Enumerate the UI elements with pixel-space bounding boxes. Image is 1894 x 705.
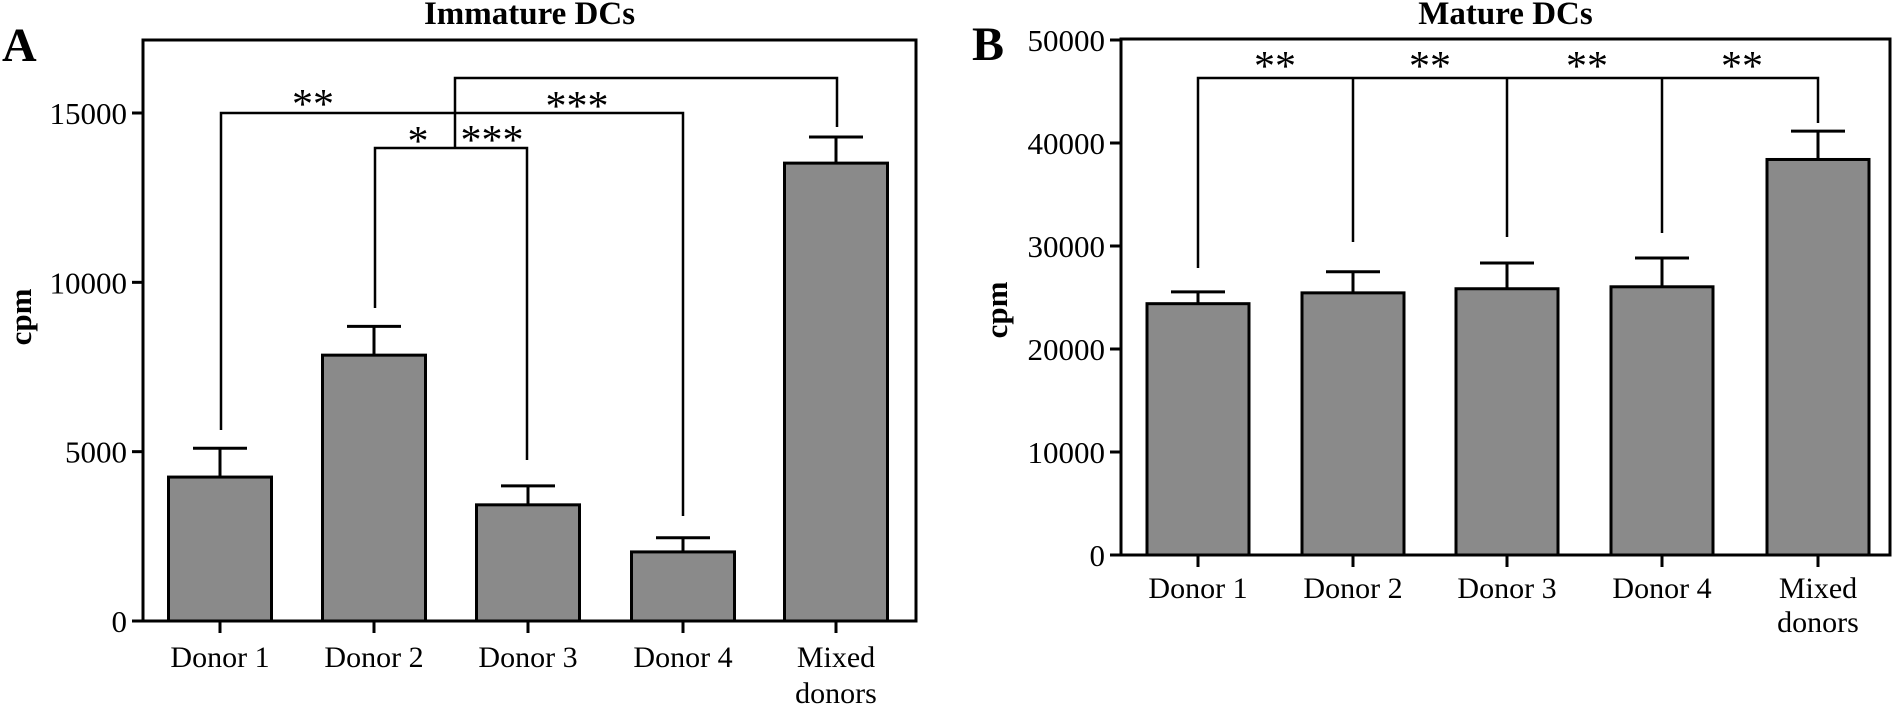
x-category-label: Donor 4 <box>633 641 732 674</box>
y-tick-label: 15000 <box>50 96 128 131</box>
significance-bracket <box>373 146 529 460</box>
bar <box>1145 302 1251 557</box>
panel-b-title: Mature DCs <box>1418 0 1593 32</box>
bar <box>321 353 427 623</box>
bar <box>1300 291 1406 557</box>
y-tick-label: 30000 <box>1028 229 1106 264</box>
significance-stars: ** <box>1409 44 1451 90</box>
significance-stars: *** <box>546 84 609 130</box>
panel-a-title: Immature DCs <box>423 0 636 32</box>
significance-stars: ** <box>292 82 334 128</box>
panel-b-letter: B <box>972 18 1005 71</box>
y-tick-label: 10000 <box>1028 435 1106 470</box>
panel-a-letter: A <box>2 19 37 72</box>
x-category-label: donors <box>1777 606 1859 639</box>
bar <box>1765 157 1871 557</box>
y-tick-label: 20000 <box>1028 332 1106 367</box>
x-category-label: Donor 1 <box>1148 572 1247 605</box>
x-category-label: Mixed <box>797 641 875 674</box>
bar <box>475 503 581 623</box>
significance-stars: *** <box>461 118 524 164</box>
x-category-label: donors <box>795 677 877 705</box>
bar <box>1454 287 1560 557</box>
bar <box>167 475 273 623</box>
panel-a-y-axis-label: cpm <box>3 288 38 346</box>
significance-stars: ** <box>1254 44 1296 90</box>
x-category-label: Donor 2 <box>1303 572 1402 605</box>
y-tick-label: 5000 <box>65 435 127 470</box>
panel-b-y-axis-label: cpm <box>979 281 1014 339</box>
x-category-label: Donor 2 <box>324 641 423 674</box>
y-tick-label: 40000 <box>1028 126 1106 161</box>
bar <box>1609 285 1715 557</box>
x-category-label: Donor 3 <box>1457 572 1556 605</box>
bar <box>783 161 889 623</box>
significance-stars: * <box>408 119 429 165</box>
y-tick-label: 10000 <box>50 265 128 300</box>
significance-bracket <box>219 111 685 516</box>
x-category-label: Mixed <box>1779 572 1857 605</box>
significance-stars: ** <box>1566 44 1608 90</box>
x-category-label: Donor 3 <box>478 641 577 674</box>
x-category-label: Donor 4 <box>1612 572 1711 605</box>
y-tick-label: 0 <box>112 604 128 639</box>
x-category-label: Donor 1 <box>170 641 269 674</box>
significance-stars: ** <box>1721 44 1763 90</box>
significance-bracket <box>453 76 839 148</box>
y-tick-label: 50000 <box>1028 23 1106 58</box>
y-tick-label: 0 <box>1090 538 1106 573</box>
bar <box>630 550 736 623</box>
